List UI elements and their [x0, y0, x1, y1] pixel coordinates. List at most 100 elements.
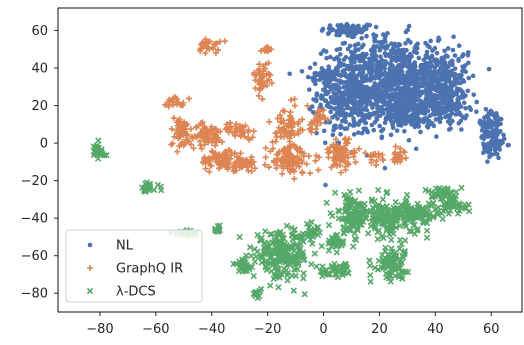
data-point: [210, 45, 217, 52]
data-point: [198, 145, 205, 152]
data-point: [447, 86, 452, 91]
data-point: [457, 75, 463, 81]
data-point: [280, 107, 287, 114]
data-point: [312, 126, 319, 133]
data-point: [323, 199, 330, 206]
data-point: [215, 225, 222, 232]
data-point: [460, 94, 466, 100]
data-point: [187, 141, 194, 148]
data-point: [431, 108, 437, 113]
data-point: [450, 81, 455, 86]
data-point: [290, 261, 298, 269]
data-point: [355, 41, 361, 47]
legend-label: λ-DCS: [116, 285, 156, 300]
data-point: [494, 140, 500, 146]
data-point: [305, 224, 313, 231]
data-point: [87, 265, 93, 271]
data-point: [423, 204, 430, 211]
data-point: [331, 189, 339, 196]
data-point: [202, 50, 209, 57]
data-point: [294, 253, 301, 260]
data-point: [396, 222, 404, 230]
data-point: [285, 122, 292, 129]
data-point: [369, 122, 375, 128]
data-point: [371, 44, 377, 49]
data-point: [448, 126, 453, 131]
data-point: [342, 166, 349, 173]
data-point: [373, 54, 378, 59]
data-point: [363, 86, 369, 92]
data-point: [431, 123, 437, 129]
data-point: [382, 39, 388, 45]
data-point: [432, 73, 438, 78]
data-point: [498, 121, 503, 127]
data-point: [449, 60, 455, 66]
data-point: [405, 37, 411, 43]
y-tick-label: 0: [40, 137, 48, 152]
data-point: [318, 243, 325, 250]
data-point: [400, 213, 408, 220]
data-point: [406, 138, 412, 143]
data-point: [247, 252, 255, 259]
data-point: [274, 246, 282, 253]
x-tick-label: −20: [254, 322, 281, 337]
data-point: [380, 265, 387, 272]
data-point: [447, 115, 452, 121]
data-point: [432, 65, 438, 71]
data-point: [243, 264, 250, 271]
data-point: [259, 81, 266, 88]
data-point: [355, 187, 363, 194]
data-point: [379, 196, 387, 203]
data-point: [352, 120, 357, 125]
data-point: [352, 49, 358, 54]
data-point: [400, 90, 405, 96]
data-point: [479, 128, 485, 133]
data-point: [366, 115, 372, 120]
data-point: [332, 161, 339, 168]
data-point: [295, 246, 303, 253]
data-point: [280, 156, 287, 163]
data-point: [392, 108, 398, 113]
data-point: [441, 95, 447, 100]
data-point: [266, 164, 273, 171]
data-point: [197, 48, 204, 55]
data-point: [335, 31, 341, 37]
data-point: [413, 146, 419, 152]
data-point: [362, 214, 369, 221]
data-point: [332, 100, 338, 106]
data-point: [332, 136, 339, 143]
y-axis-ticks: 60 40 20 0 −20 −40 −60 −80: [21, 24, 58, 302]
data-point: [491, 129, 497, 135]
data-point: [413, 211, 420, 218]
data-point: [433, 111, 438, 117]
data-point: [439, 215, 446, 223]
data-point: [348, 222, 356, 229]
data-point: [402, 201, 409, 209]
data-point: [445, 93, 450, 98]
data-point: [364, 33, 369, 39]
data-point: [498, 116, 504, 122]
data-point: [483, 106, 489, 112]
data-point: [449, 111, 455, 116]
x-tick-label: 60: [483, 322, 500, 337]
data-point: [462, 116, 468, 121]
data-point: [397, 158, 404, 165]
data-point: [373, 24, 379, 30]
data-point: [398, 49, 404, 54]
data-point: [433, 117, 439, 122]
data-point: [396, 102, 402, 107]
data-point: [384, 102, 390, 107]
data-point: [493, 121, 498, 127]
data-point: [340, 269, 347, 276]
data-point: [337, 63, 343, 68]
data-point: [309, 121, 316, 128]
data-point: [417, 82, 423, 87]
data-point: [320, 114, 327, 121]
data-point: [387, 53, 393, 59]
data-point: [440, 106, 446, 112]
data-point: [304, 102, 311, 109]
data-point: [350, 153, 357, 160]
data-point: [261, 161, 268, 168]
data-point: [372, 76, 378, 81]
data-point: [492, 115, 498, 121]
